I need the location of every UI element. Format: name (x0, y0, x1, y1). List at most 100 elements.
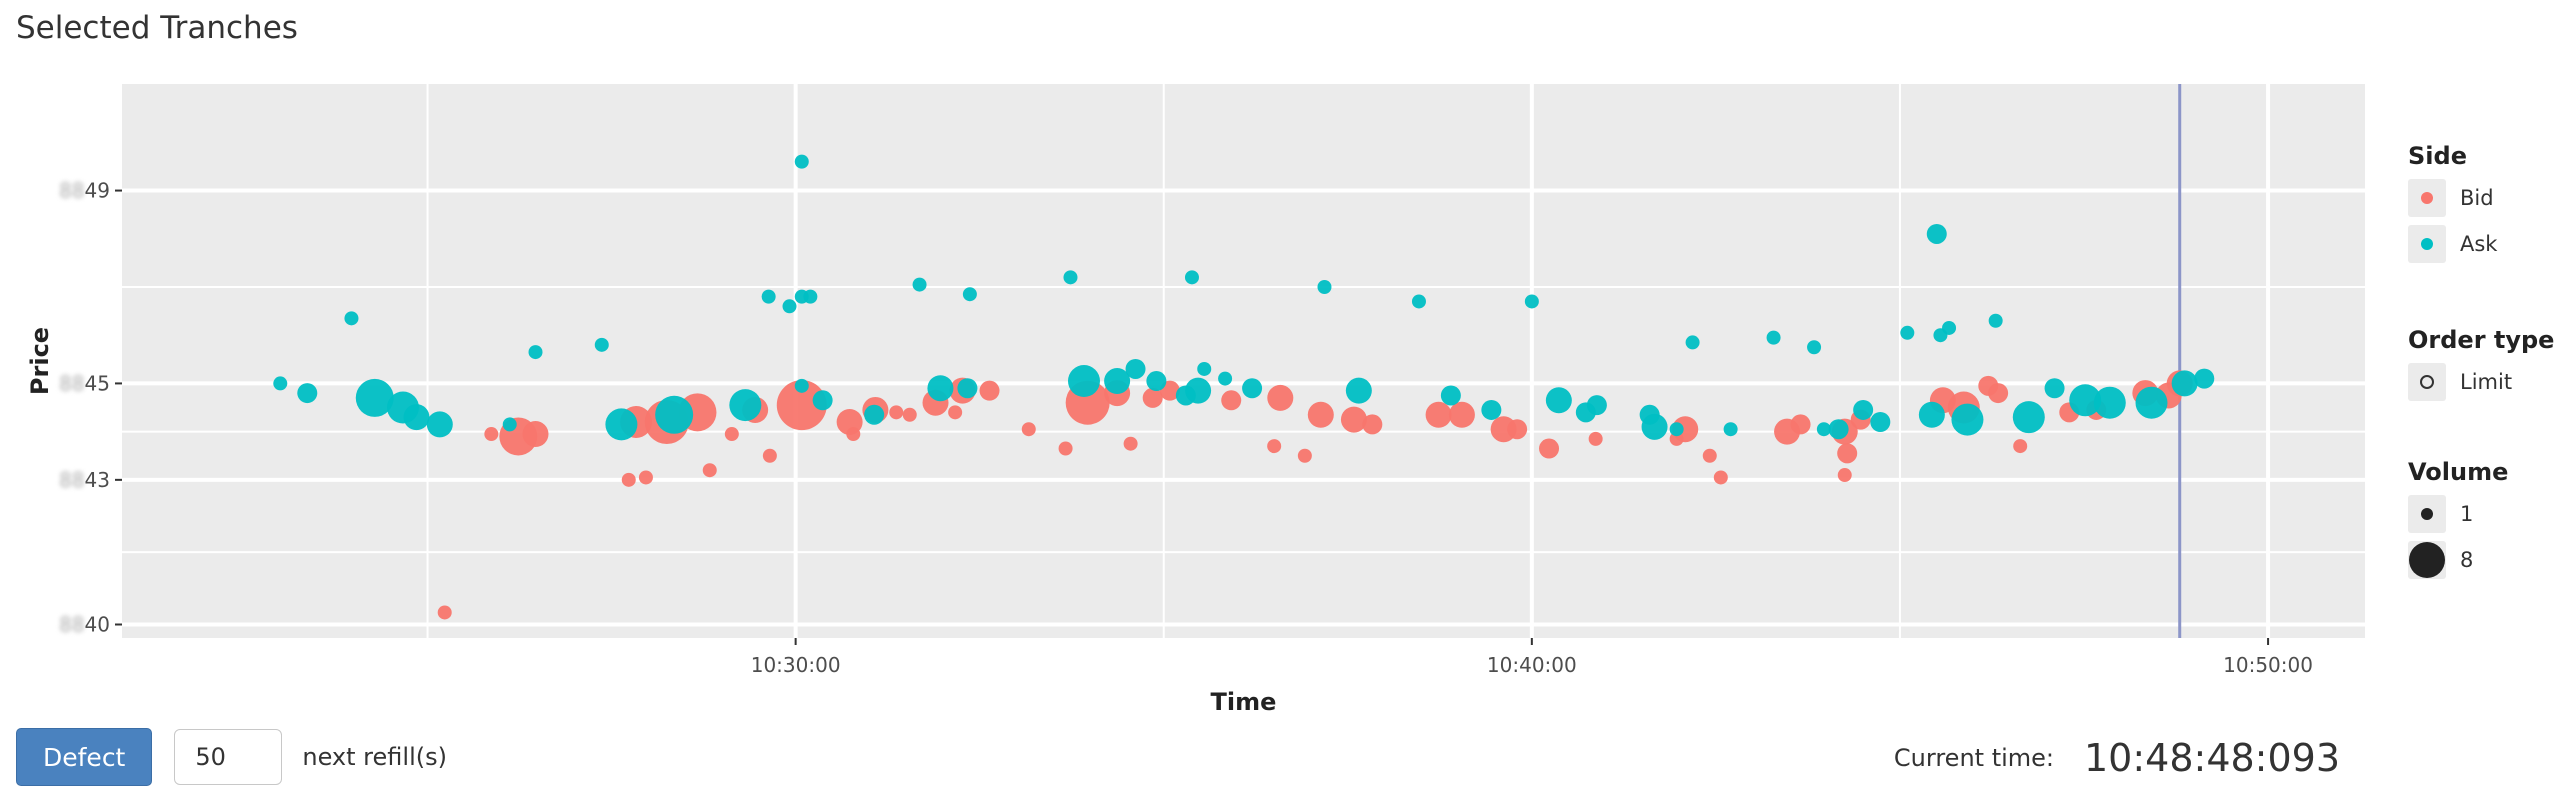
bid-point (1837, 443, 1858, 464)
current-time-label: Current time: (1893, 744, 2054, 772)
x-tick-label: 10:50:00 (2223, 653, 2313, 677)
ask-point (1586, 395, 1607, 416)
ask-point (1766, 330, 1781, 345)
bid-point (2013, 439, 2028, 454)
ask-point (1807, 340, 1822, 355)
bid-point (1425, 401, 1452, 428)
defect-button[interactable]: Defect (16, 728, 153, 786)
y-tick-prefix: 88 (59, 179, 84, 203)
ask-point (2044, 378, 2065, 399)
x-tick-label: 10:30:00 (751, 653, 841, 677)
ask-point (1175, 385, 1196, 406)
y-tick-label: 8849 (59, 179, 110, 203)
chart-title: Selected Tranches (16, 10, 298, 46)
ask-point (1184, 270, 1199, 285)
y-tick-suffix: 49 (85, 179, 110, 203)
bid-point (1507, 419, 1528, 440)
ask-point (957, 378, 978, 399)
y-tick-prefix: 88 (59, 468, 84, 492)
ask-point (1317, 279, 1332, 294)
ask-point (1524, 294, 1539, 309)
ask-point (297, 383, 318, 404)
ask-point (794, 378, 809, 393)
bid-point (1123, 436, 1138, 451)
ask-point (273, 376, 288, 391)
bid-point (1588, 431, 1603, 446)
bid-point (1790, 414, 1811, 435)
ask-point (1685, 335, 1700, 350)
ask-point (864, 404, 885, 425)
refill-label: next refill(s) (302, 743, 447, 771)
bid-point (1307, 401, 1334, 428)
plot-panel (122, 84, 2365, 638)
bid-point (1297, 448, 1312, 463)
ask-point (1125, 358, 1146, 379)
ask-point (812, 390, 833, 411)
ask-point (2171, 370, 2198, 397)
ask-point (1063, 270, 1078, 285)
ask-point (655, 395, 694, 434)
legend-key-limit (2408, 363, 2446, 401)
ask-point (1481, 399, 1502, 420)
x-tick-label: 10:40:00 (1487, 653, 1577, 677)
ask-point (962, 287, 977, 302)
ask-point (1816, 422, 1831, 437)
ask-point (1218, 371, 1233, 386)
bid-point (702, 463, 717, 478)
bid-point (724, 427, 739, 442)
y-axis-title: Price (26, 327, 54, 395)
y-tick-prefix: 88 (59, 612, 84, 636)
ask-point (927, 375, 954, 402)
ask-point (1345, 377, 1372, 404)
bid-point (1221, 390, 1242, 411)
ask-point (344, 311, 359, 326)
bid-point (621, 472, 636, 487)
ask-point (1242, 378, 1263, 399)
ask-point (729, 389, 762, 422)
legend-title-order-type: Order type (2408, 326, 2554, 354)
y-tick-suffix: 43 (85, 468, 110, 492)
bid-point (836, 408, 863, 435)
controls-bar: Defect next refill(s) (16, 727, 447, 787)
ask-point (761, 289, 776, 304)
ask-point (426, 411, 453, 438)
y-tick-suffix: 45 (85, 371, 110, 395)
legend-label-ask: Ask (2460, 232, 2498, 256)
bid-point (1058, 441, 1073, 456)
ask-point (1440, 385, 1461, 406)
ask-point (1870, 411, 1891, 432)
ask-point (528, 345, 543, 360)
ask-point (794, 154, 809, 169)
ask-point (1853, 399, 1874, 420)
bid-point (1362, 414, 1383, 435)
ask-point (594, 337, 609, 352)
ask-point (1641, 413, 1668, 440)
legend-label-limit: Limit (2460, 370, 2512, 394)
ask-point (502, 417, 517, 432)
ask-point (1988, 313, 2003, 328)
ask-point (1951, 403, 1984, 436)
bid-point (437, 605, 452, 620)
ask-point (1411, 294, 1426, 309)
y-tick-label: 8843 (59, 468, 110, 492)
ask-point (1918, 401, 1945, 428)
ask-point (1146, 371, 1167, 392)
bid-point (1142, 387, 1163, 408)
ask-point (1942, 320, 1957, 335)
bid-point (1837, 468, 1852, 483)
ask-point (1723, 422, 1738, 437)
bid-point (638, 470, 653, 485)
bid-point (889, 405, 904, 420)
legend-swatch-ask (2421, 238, 2433, 250)
legend-title-side: Side (2408, 142, 2467, 170)
ask-point (2069, 384, 2102, 417)
bid-point (902, 407, 917, 422)
refill-count-input[interactable] (174, 729, 283, 785)
ask-point (2093, 386, 2126, 419)
bid-point (522, 421, 549, 448)
legend-swatch-bid (2421, 192, 2433, 204)
bid-point (1267, 384, 1294, 411)
ask-point (1545, 387, 1572, 414)
x-axis-title: Time (1211, 688, 1277, 716)
